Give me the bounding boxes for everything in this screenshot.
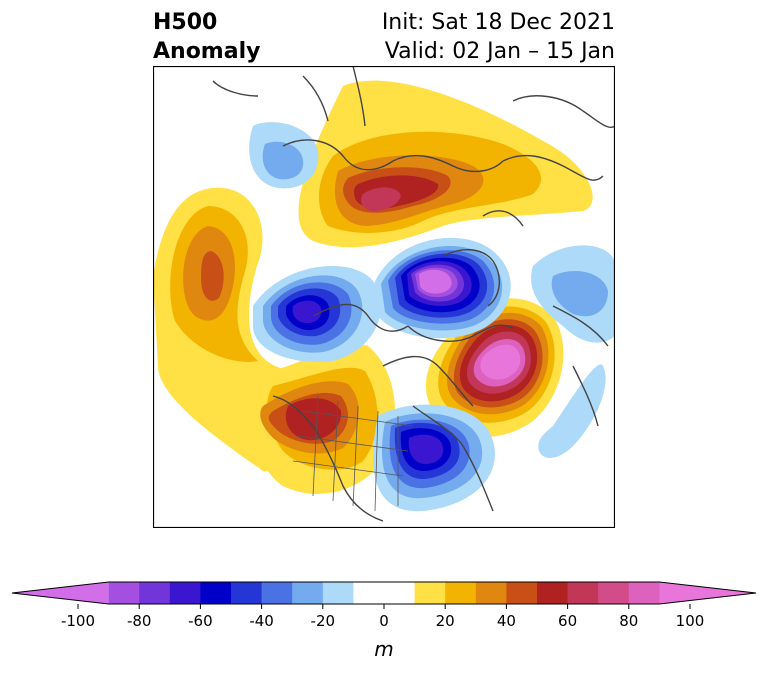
title-left: H500 Anomaly [153,8,260,66]
colorbar-tick-label: 0 [379,612,389,630]
colorbar-segment [108,582,140,604]
europe-trough [531,245,615,343]
colorbar-segment [537,582,569,604]
colorbar-tick-label: -60 [188,612,213,630]
colorbar-segment [231,582,263,604]
colorbar-tick-label: -40 [249,612,274,630]
colorbar-segment [169,582,201,604]
colorbar-segment [292,582,324,604]
siberia-ridge [298,80,593,248]
colorbar-tick-label: 60 [558,612,577,630]
colorbar-segment [628,582,660,604]
state-borders [292,395,414,512]
title-field-type: Anomaly [153,39,261,64]
colorbar-segment [475,582,507,604]
colorbar-segments [11,581,757,605]
colorbar-tick-label: 40 [497,612,516,630]
colorbar-tick-label: -80 [127,612,152,630]
colorbar-unit-label: m [374,637,393,661]
colorbar-segment [200,582,232,604]
colorbar-ticks: -100 -80 -60 -40 -20 0 20 40 60 80 100 [61,604,704,630]
title-right: Init: Sat 18 Dec 2021 Valid: 02 Jan – 15… [382,8,615,66]
colorbar-segment [12,582,109,604]
init-date: Init: Sat 18 Dec 2021 [381,10,615,35]
subtropical-atlantic-trough [538,364,606,458]
colorbar-tick-label: 80 [619,612,638,630]
far-east-trough [249,122,319,189]
colorbar-tick-label: -100 [61,612,95,630]
colorbar-segment [598,582,630,604]
title-field-name: H500 [153,10,218,35]
colorbar: -100 -80 -60 -40 -20 0 20 40 60 80 100 m [11,581,757,661]
colorbar-tick-label: 20 [436,612,455,630]
colorbar-tick-label: -20 [311,612,336,630]
colorbar-segment [261,582,293,604]
central-canada-trough [373,237,511,339]
colorbar-segment [445,582,477,604]
colorbar-segment [139,582,171,604]
anomaly-map [153,66,615,528]
valid-date-range: Valid: 02 Jan – 15 Jan [384,39,615,64]
colorbar-segment [414,582,446,604]
great-lakes-trough [373,404,495,512]
western-us-ridge [247,343,396,494]
colorbar-segment [322,582,354,604]
colorbar-segment [659,582,756,604]
coastlines [212,66,615,522]
colorbar-tick-label: 100 [676,612,705,630]
colorbar-outline [11,581,757,605]
colorbar-segment [506,582,538,604]
colorbar-segment [353,582,416,604]
colorbar-segment [567,582,599,604]
